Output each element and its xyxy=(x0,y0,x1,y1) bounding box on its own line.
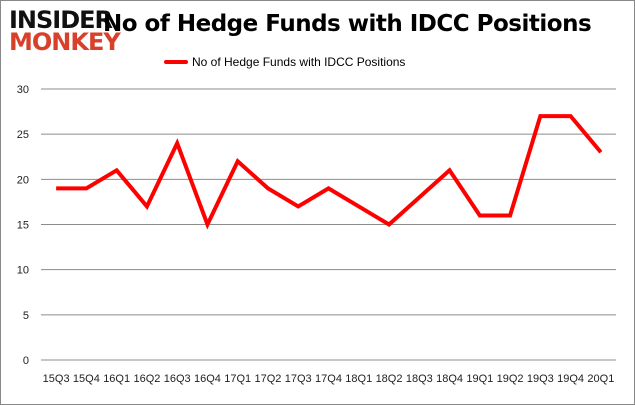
x-tick-label: 20Q1 xyxy=(587,373,614,385)
x-tick-label: 16Q1 xyxy=(103,373,130,385)
logo-monkey: MONKEY xyxy=(9,28,121,56)
x-tick-label: 16Q2 xyxy=(133,373,160,385)
x-tick-label: 16Q3 xyxy=(164,373,191,385)
x-tick-label: 19Q1 xyxy=(466,373,493,385)
series-line xyxy=(56,114,603,230)
y-tick-label: 5 xyxy=(23,310,29,322)
x-tick-label: 16Q4 xyxy=(194,373,221,385)
y-tick-label: 0 xyxy=(23,355,29,367)
x-tick-label: 17Q3 xyxy=(285,373,312,385)
legend-swatch xyxy=(164,60,188,64)
x-tick-label: 15Q4 xyxy=(73,373,100,385)
x-tick-label: 18Q1 xyxy=(345,373,372,385)
x-tick-label: 19Q2 xyxy=(497,373,524,385)
x-tick-label: 17Q1 xyxy=(224,373,251,385)
y-tick-label: 25 xyxy=(17,129,29,141)
x-tick-label: 17Q2 xyxy=(255,373,282,385)
x-tick-label: 18Q3 xyxy=(406,373,433,385)
x-tick-label: 17Q4 xyxy=(315,373,342,385)
x-tick-label: 18Q2 xyxy=(376,373,403,385)
x-tick-label: 19Q4 xyxy=(557,373,584,385)
y-tick-label: 10 xyxy=(17,265,29,277)
x-tick-label: 15Q3 xyxy=(43,373,70,385)
chart-title: No of Hedge Funds with IDCC Positions xyxy=(103,11,592,37)
logo-insider: INSIDER xyxy=(9,6,113,34)
y-tick-label: 20 xyxy=(17,174,29,186)
x-tick-label: 18Q4 xyxy=(436,373,463,385)
y-tick-label: 15 xyxy=(17,220,29,232)
legend-label: No of Hedge Funds with IDCC Positions xyxy=(192,55,406,69)
y-tick-label: 30 xyxy=(17,84,29,96)
x-tick-label: 19Q3 xyxy=(527,373,554,385)
legend: No of Hedge Funds with IDCC Positions xyxy=(164,55,405,69)
